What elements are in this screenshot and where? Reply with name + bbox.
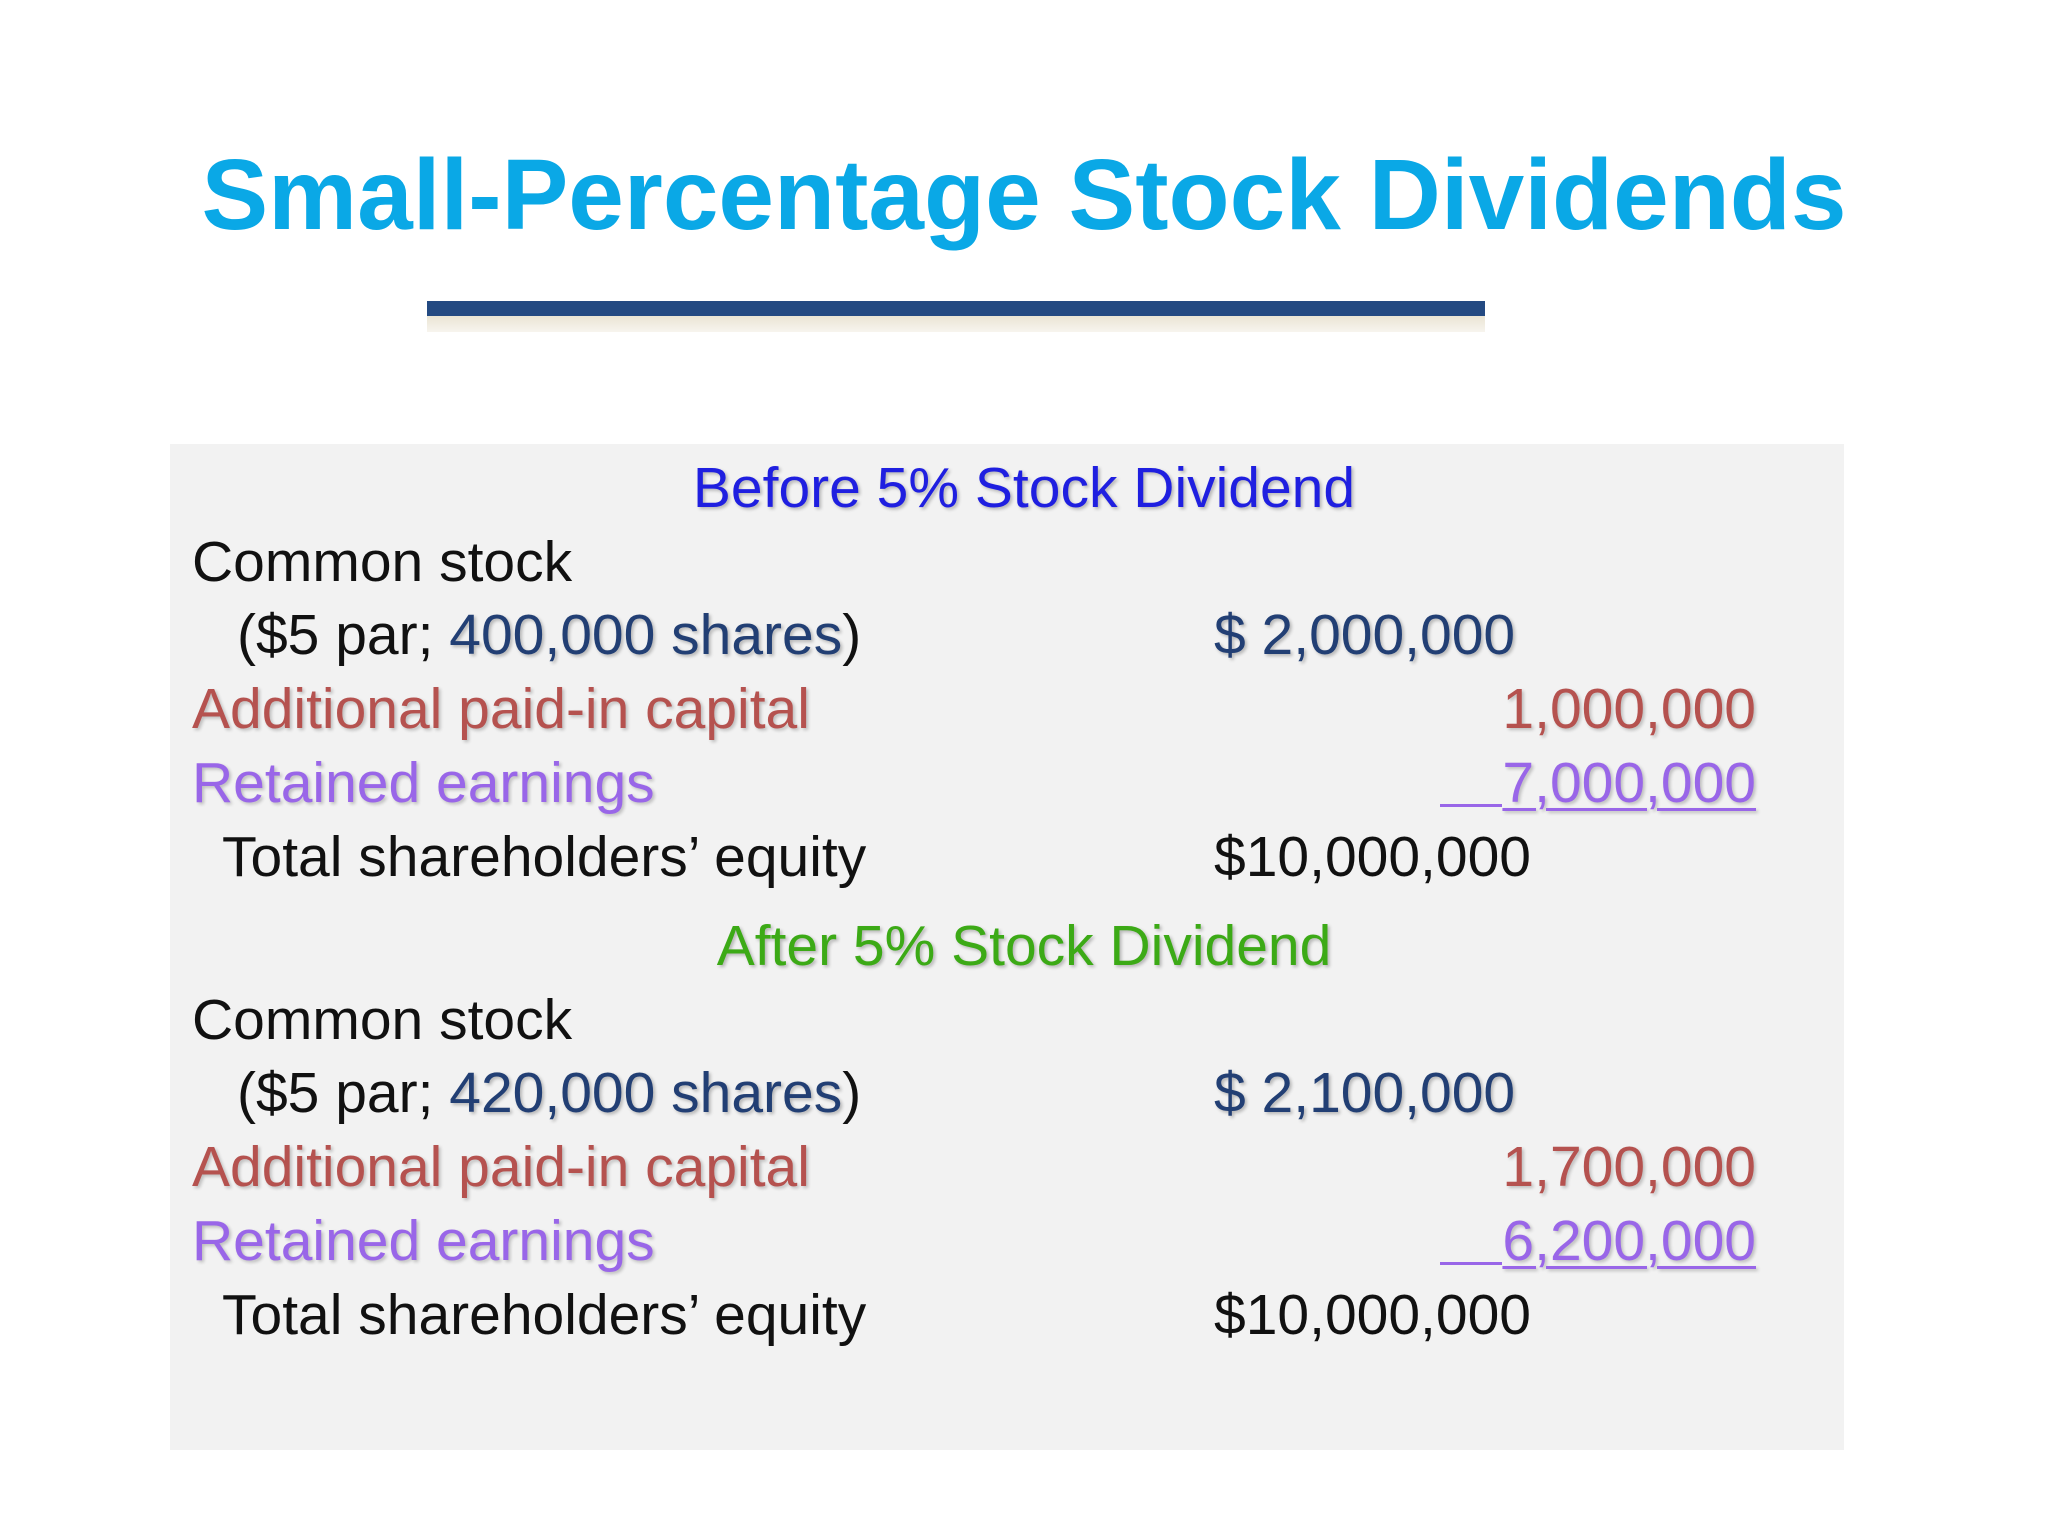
before-retained-underline-pad [1440,746,1503,807]
before-retained-label: Retained earnings [192,751,655,815]
after-apic-amount: 1,700,000 [1502,1135,1756,1199]
after-total-label: Total shareholders’ equity [222,1283,867,1347]
after-shares: 420,000 shares [449,1061,843,1125]
after-par-close: ) [842,1061,862,1125]
before-par-open: ($5 par; [237,603,450,667]
before-heading: Before 5% Stock Dividend [692,456,1356,520]
before-par-line: ($5 par; 400,000 shares) [237,598,861,672]
before-common-stock-amount: $ 2,000,000 [1214,603,1516,667]
title-underline [427,301,1485,316]
after-common-stock-label: Common stock [192,988,573,1052]
before-par-close: ) [842,603,862,667]
before-common-stock-label: Common stock [192,530,573,594]
after-retained-amount-line: 6,200,000 [1440,1204,1756,1278]
equity-panel [170,444,1844,1450]
before-apic-amount: 1,000,000 [1502,677,1756,741]
after-apic-label: Additional paid-in capital [192,1135,810,1199]
after-retained-underline-pad [1440,1204,1503,1265]
after-retained-label: Retained earnings [192,1209,655,1273]
before-shares: 400,000 shares [449,603,843,667]
title-underline-shadow [427,316,1485,332]
after-par-line: ($5 par; 420,000 shares) [237,1056,861,1130]
before-retained-amount: 7,000,000 [1502,751,1756,815]
before-total-amount: $10,000,000 [1214,825,1531,889]
after-heading: After 5% Stock Dividend [716,914,1332,978]
after-retained-amount: 6,200,000 [1502,1209,1756,1273]
before-apic-label: Additional paid-in capital [192,677,810,741]
slide-title: Small-Percentage Stock Dividends [201,139,1847,251]
before-total-label: Total shareholders’ equity [222,825,867,889]
after-common-stock-amount: $ 2,100,000 [1214,1061,1516,1125]
after-total-amount: $10,000,000 [1214,1283,1531,1347]
before-retained-amount-line: 7,000,000 [1440,746,1756,820]
after-par-open: ($5 par; [237,1061,450,1125]
